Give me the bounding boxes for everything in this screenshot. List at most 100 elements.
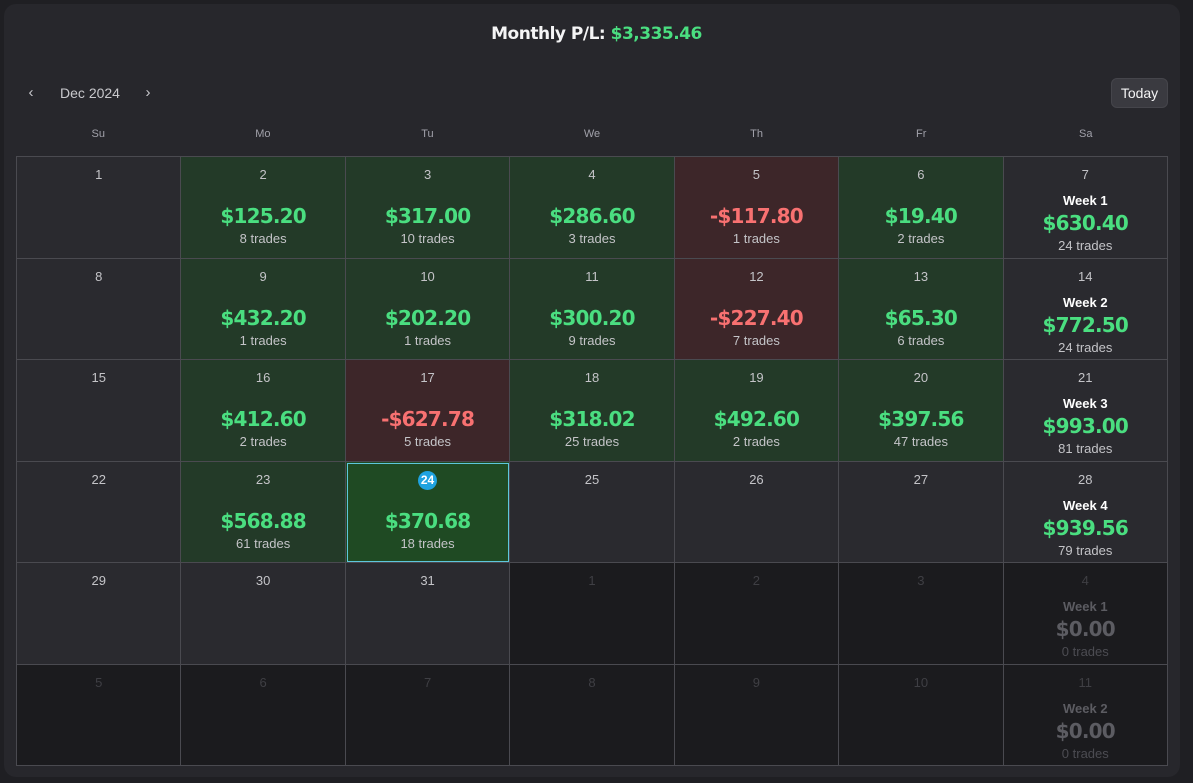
week-summary-cell[interactable]: 4 Week 1 $0.00 0 trades	[1003, 563, 1168, 665]
week-summary-cell[interactable]: 28 Week 4 $939.56 79 trades	[1003, 461, 1168, 563]
chevron-right-icon: ›	[145, 84, 151, 101]
day-cell[interactable]: 6 $19.40 2 trades	[839, 157, 1004, 259]
week-pl-amount: $939.56	[1042, 515, 1129, 540]
day-cell[interactable]: 2	[674, 563, 840, 665]
day-number: 9	[259, 268, 267, 284]
day-cell[interactable]: 7	[345, 664, 511, 766]
day-number: 15	[91, 370, 106, 385]
week-pl-amount: $993.00	[1042, 414, 1129, 438]
day-number: 28	[1078, 471, 1093, 487]
chevron-left-icon: ‹	[28, 84, 34, 101]
day-cell[interactable]: 31	[345, 563, 511, 665]
day-cell[interactable]: 19 $492.60 2 trades	[674, 360, 840, 462]
day-cell[interactable]: 9	[674, 664, 840, 766]
day-number: 27	[913, 471, 929, 487]
day-cell[interactable]: 18 $318.02 25 trades	[510, 360, 675, 462]
day-pl-amount: $317.00	[384, 204, 471, 228]
day-number: 20	[913, 370, 929, 385]
weekday-label: Fr	[915, 128, 927, 140]
day-pl-amount: $125.20	[220, 204, 306, 228]
week-label: Week 2	[1062, 700, 1108, 716]
prev-month-button[interactable]: ‹	[21, 83, 41, 103]
day-cell[interactable]: 13 $65.30 6 trades	[839, 258, 1004, 360]
day-pl-amount: -$117.80	[709, 204, 804, 228]
day-cell[interactable]: 24 $370.68 18 trades	[345, 461, 511, 563]
day-cell[interactable]: 8	[17, 258, 182, 360]
day-cell[interactable]: 27	[839, 461, 1004, 563]
day-cell[interactable]: 22	[17, 461, 182, 563]
day-number: 5	[95, 674, 103, 690]
day-pl-amount: $568.88	[220, 508, 306, 533]
day-cell[interactable]: 4 $286.60 3 trades	[510, 157, 675, 259]
day-number: 6	[259, 674, 267, 690]
day-cell[interactable]: 30	[181, 563, 346, 665]
day-number: 17	[420, 370, 435, 385]
monthly-pl-value: $3,335.46	[610, 24, 703, 44]
week-summary-cell[interactable]: 21 Week 3 $993.00 81 trades	[1003, 360, 1168, 462]
day-cell[interactable]: 10 $202.20 1 trades	[345, 258, 511, 360]
day-number: 4	[1081, 573, 1089, 588]
day-cell[interactable]: 16 $412.60 2 trades	[181, 360, 346, 462]
day-pl-amount: -$227.40	[709, 305, 804, 330]
week-trade-count: 0 trades	[1061, 745, 1109, 761]
day-cell[interactable]: 23 $568.88 61 trades	[181, 461, 346, 563]
day-cell[interactable]: 1	[17, 157, 182, 259]
day-cell[interactable]: 15	[17, 360, 182, 462]
weekday-label: Tu	[421, 128, 434, 140]
day-cell[interactable]: 8	[510, 664, 675, 766]
day-number: 1	[588, 573, 596, 588]
day-cell[interactable]: 1	[510, 563, 675, 665]
week-trade-count: 24 trades	[1058, 339, 1113, 355]
weekday-label: Th	[750, 128, 764, 140]
day-trade-count: 5 trades	[404, 434, 452, 449]
day-cell[interactable]: 5 -$117.80 1 trades	[674, 157, 840, 259]
day-trade-count: 1 trades	[239, 332, 287, 348]
day-trade-count: 2 trades	[239, 434, 287, 449]
day-cell[interactable]: 26	[674, 461, 840, 563]
today-button[interactable]: Today	[1111, 78, 1168, 108]
day-number: 18	[584, 370, 600, 385]
day-number: 29	[91, 573, 106, 588]
current-month-label: Dec 2024	[60, 85, 120, 101]
day-cell[interactable]: 6	[181, 664, 346, 766]
day-cell[interactable]: 2 $125.20 8 trades	[181, 157, 346, 259]
next-month-button[interactable]: ›	[138, 83, 158, 103]
day-cell[interactable]: 20 $397.56 47 trades	[839, 360, 1004, 462]
monthly-pl-label: Monthly P/L:	[491, 24, 606, 44]
day-trade-count: 3 trades	[568, 231, 616, 246]
week-trade-count: 24 trades	[1058, 238, 1113, 253]
week-summary-cell[interactable]: 7 Week 1 $630.40 24 trades	[1003, 157, 1168, 259]
weekday-header-row: Su Mo Tu We Th Fr Sa	[16, 128, 1168, 140]
day-cell[interactable]: 3	[839, 563, 1004, 665]
day-cell[interactable]: 29	[17, 563, 182, 665]
weekday-label: Mo	[255, 128, 271, 140]
day-number: 16	[255, 370, 271, 385]
day-cell[interactable]: 10	[839, 664, 1004, 766]
week-summary-cell[interactable]: 11 Week 2 $0.00 0 trades	[1003, 664, 1168, 766]
day-cell[interactable]: 12 -$227.40 7 trades	[674, 258, 840, 360]
day-trade-count: 18 trades	[400, 535, 455, 551]
day-trade-count: 9 trades	[568, 332, 616, 348]
day-number: 10	[420, 268, 435, 284]
week-trade-count: 0 trades	[1061, 644, 1109, 659]
day-cell[interactable]: 25	[510, 461, 675, 563]
day-number: 9	[752, 674, 761, 690]
weekday-label: Su	[91, 128, 106, 140]
day-trade-count: 61 trades	[236, 535, 291, 551]
today-badge: 24	[418, 470, 438, 490]
day-number: 19	[749, 370, 764, 385]
day-cell[interactable]: 5	[17, 664, 182, 766]
day-pl-amount: $370.68	[384, 508, 471, 533]
day-cell[interactable]: 11 $300.20 9 trades	[510, 258, 675, 360]
week-summary-cell[interactable]: 14 Week 2 $772.50 24 trades	[1003, 258, 1168, 360]
day-number: 3	[917, 573, 925, 588]
day-number: 6	[917, 167, 925, 182]
day-cell[interactable]: 9 $432.20 1 trades	[181, 258, 346, 360]
day-cell[interactable]: 17 -$627.78 5 trades	[345, 360, 511, 462]
day-cell[interactable]: 3 $317.00 10 trades	[345, 157, 511, 259]
day-pl-amount: $202.20	[384, 305, 471, 330]
day-number: 5	[752, 167, 761, 182]
day-number: 7	[1081, 167, 1089, 182]
day-pl-amount: $300.20	[549, 305, 635, 330]
day-trade-count: 2 trades	[732, 434, 780, 449]
